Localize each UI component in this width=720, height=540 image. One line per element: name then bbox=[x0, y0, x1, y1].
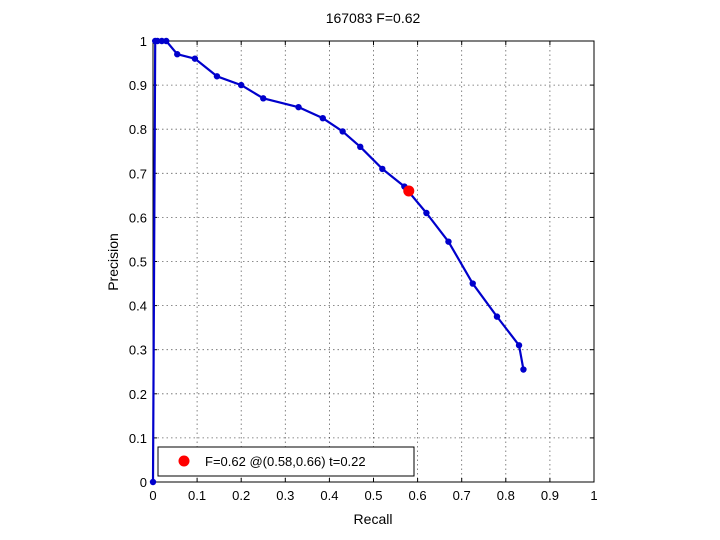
x-axis-title: Recall bbox=[354, 511, 393, 527]
axis-ticks: 0 0.1 0.2 0.3 0.4 0.5 0.6 0.7 0.8 0.9 1 0 0.1 0.2 0.3 0… bbox=[129, 34, 598, 503]
series-point bbox=[339, 128, 346, 135]
x-tick-label: 0.5 bbox=[364, 488, 382, 503]
series-point bbox=[238, 81, 245, 89]
series-point bbox=[379, 165, 386, 173]
x-tick-label: 1 bbox=[590, 488, 597, 503]
x-tick-label: 0 bbox=[149, 488, 156, 503]
y-tick-label: 1 bbox=[140, 34, 147, 49]
legend-box bbox=[157, 446, 415, 477]
y-tick-label: 0.8 bbox=[129, 122, 147, 137]
best-f-point bbox=[403, 185, 415, 197]
series-point bbox=[515, 342, 523, 349]
series-point bbox=[149, 478, 157, 486]
x-tick-label: 0.3 bbox=[276, 488, 294, 503]
x-tick-label: 0.6 bbox=[409, 488, 427, 503]
y-tick-label: 0.3 bbox=[129, 343, 147, 358]
legend: F=0.62 @(0.58,0.66) t=0.22 bbox=[157, 446, 415, 477]
series-point bbox=[357, 143, 364, 151]
x-tick-label: 0.4 bbox=[320, 488, 338, 503]
series-point bbox=[445, 238, 452, 245]
y-tick-label: 0.5 bbox=[129, 255, 147, 270]
series-point bbox=[163, 37, 170, 45]
y-tick-label: 0.6 bbox=[129, 210, 147, 225]
y-axis-title: Precision bbox=[105, 233, 121, 291]
legend-marker bbox=[178, 455, 190, 467]
series-point bbox=[469, 280, 476, 287]
series-layer bbox=[149, 37, 527, 486]
series-point bbox=[191, 55, 199, 62]
legend-label: F=0.62 @(0.58,0.66) t=0.22 bbox=[205, 454, 366, 469]
series-point bbox=[174, 51, 181, 58]
grid bbox=[153, 41, 594, 482]
x-tick-label: 0.9 bbox=[541, 488, 559, 503]
x-tick-label: 0.8 bbox=[497, 488, 515, 503]
series-point bbox=[260, 95, 267, 102]
highlight-layer bbox=[403, 185, 415, 197]
y-tick-label: 0.9 bbox=[129, 78, 147, 93]
series-point bbox=[154, 37, 161, 45]
series-point bbox=[319, 114, 326, 122]
series-point bbox=[295, 103, 302, 111]
y-tick-label: 0.4 bbox=[129, 299, 147, 314]
y-tick-label: 0 bbox=[140, 475, 147, 490]
series-point bbox=[493, 313, 501, 320]
y-tick-label: 0.1 bbox=[129, 431, 147, 446]
y-tick-label: 0.7 bbox=[129, 166, 147, 181]
y-tick-label: 0.2 bbox=[129, 387, 147, 402]
series-point bbox=[423, 209, 430, 217]
x-tick-label: 0.1 bbox=[188, 488, 206, 503]
series-point bbox=[213, 73, 221, 80]
chart-title: 167083 F=0.62 bbox=[326, 10, 421, 26]
x-tick-label: 0.2 bbox=[232, 488, 250, 503]
x-tick-label: 0.7 bbox=[453, 488, 471, 503]
series-point bbox=[520, 366, 527, 373]
series-point bbox=[158, 37, 166, 45]
